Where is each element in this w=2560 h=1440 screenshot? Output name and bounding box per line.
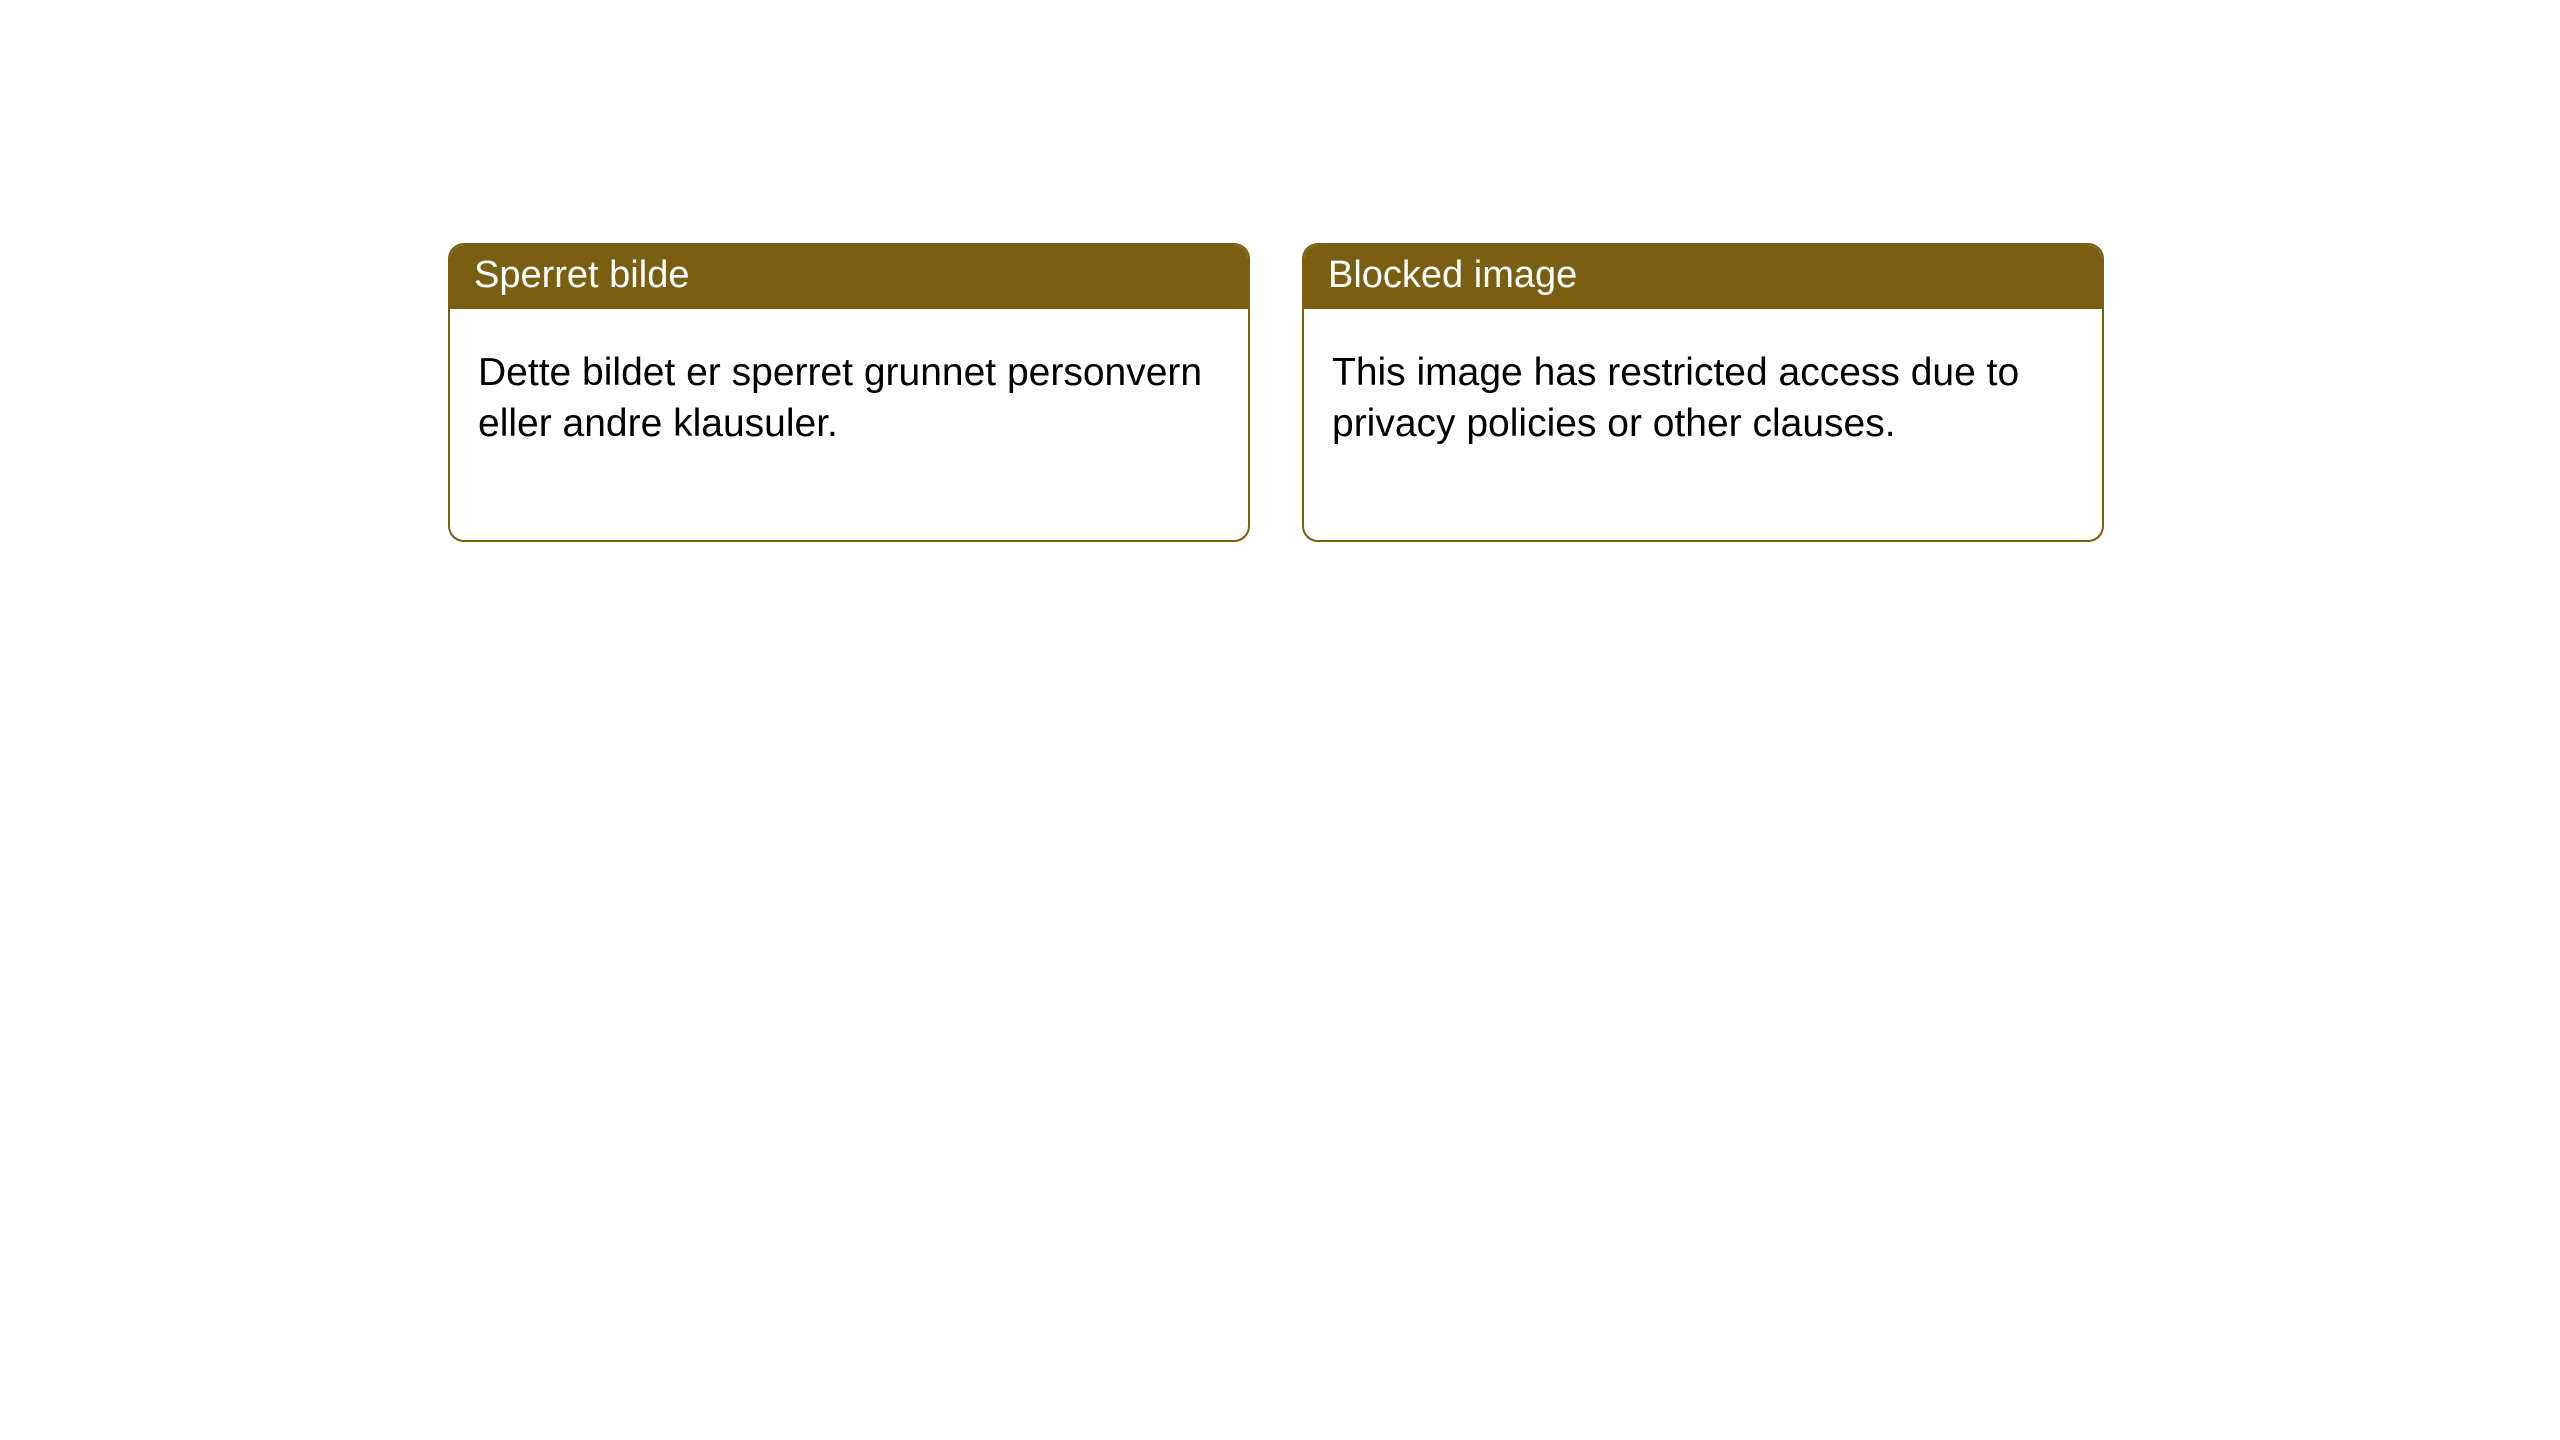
- notice-body: This image has restricted access due to …: [1304, 309, 2102, 540]
- notice-card-norwegian: Sperret bilde Dette bildet er sperret gr…: [448, 243, 1250, 542]
- notice-card-english: Blocked image This image has restricted …: [1302, 243, 2104, 542]
- notice-container: Sperret bilde Dette bildet er sperret gr…: [0, 0, 2560, 542]
- notice-body: Dette bildet er sperret grunnet personve…: [450, 309, 1248, 540]
- notice-header: Blocked image: [1304, 245, 2102, 309]
- notice-header: Sperret bilde: [450, 245, 1248, 309]
